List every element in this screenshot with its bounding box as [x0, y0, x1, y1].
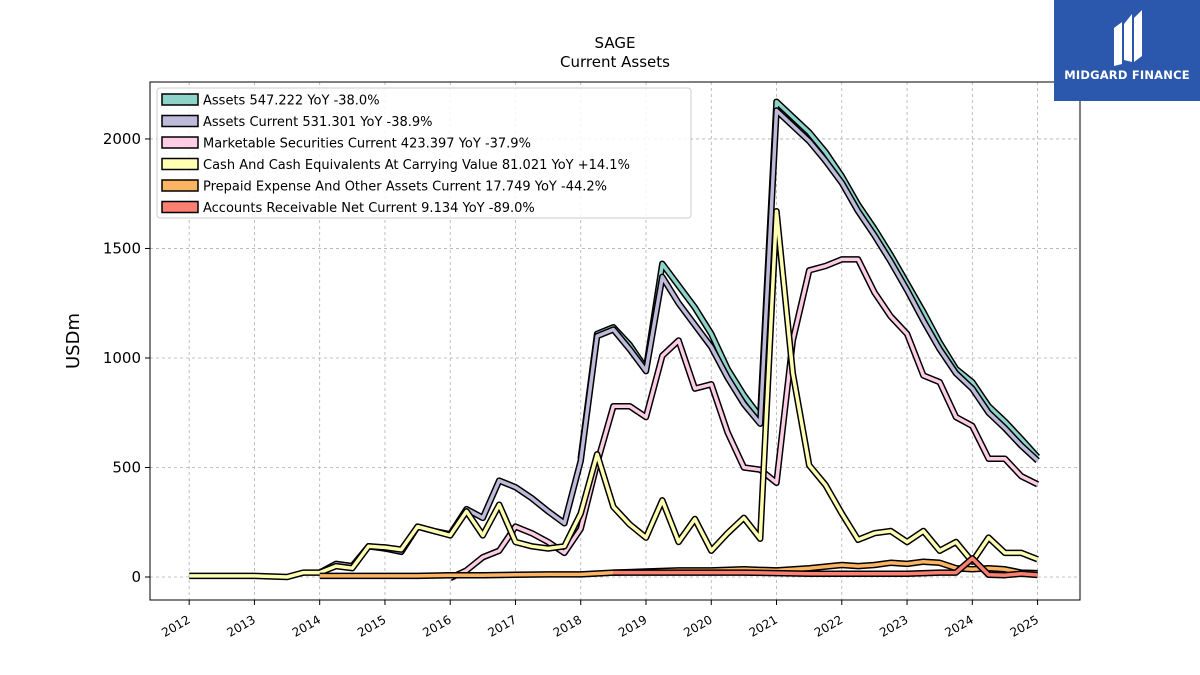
series-outline-2 [448, 256, 1040, 582]
legend-box [156, 87, 692, 219]
x-tick-label: 2024 [942, 612, 975, 639]
x-tick-label: 2012 [159, 612, 192, 639]
legend-swatch-2 [161, 136, 199, 149]
x-tick-label: 2015 [355, 612, 388, 639]
legend-swatch-4 [161, 179, 199, 192]
series-layer [189, 98, 1041, 582]
midgard-logo-icon [1114, 10, 1142, 66]
brand-name: MIDGARD FINANCE [1064, 68, 1190, 82]
legend-swatch-1 [161, 114, 199, 128]
y-tick-label: 500 [112, 458, 141, 476]
y-tick-label: 1500 [103, 239, 141, 257]
legend-label-5: Accounts Receivable Net Current 9.134 Yo… [203, 201, 535, 216]
x-axis: 2012 2013 2014 2015 2016 2017 2018 2019 2020 2021… [159, 600, 1041, 640]
series-line-3 [189, 209, 1039, 579]
y-tick-label: 1000 [103, 349, 141, 367]
x-tick-label: 2025 [1008, 612, 1041, 639]
x-tick-label: 2019 [616, 612, 649, 639]
x-tick-label: 2014 [290, 612, 323, 639]
brand-logo: MIDGARD FINANCE [1054, 0, 1200, 101]
x-tick-label: 2021 [747, 612, 780, 639]
legend-label-2: Marketable Securities Current 423.397 Yo… [203, 137, 531, 152]
x-tick-label: 2018 [551, 612, 584, 639]
series-line-2 [449, 257, 1039, 580]
legend-swatch-0 [161, 93, 199, 106]
y-axis: 0 500 1000 1500 2000 [103, 130, 150, 586]
series-5 [613, 555, 1038, 579]
legend-label-3: Cash And Cash Equivalents At Carrying Va… [203, 158, 630, 173]
series-line-5 [613, 556, 1038, 577]
y-tick-label: 2000 [103, 130, 141, 148]
x-tick-label: 2020 [681, 612, 714, 639]
series-2 [448, 256, 1040, 582]
x-tick-label: 2017 [486, 612, 519, 639]
x-tick-label: 2016 [420, 612, 453, 639]
series-outline-3 [189, 207, 1039, 581]
chart-subtitle: Current Assets [560, 53, 670, 71]
plot-frame [149, 81, 1081, 601]
x-tick-label: 2022 [812, 612, 845, 639]
y-tick-label: 0 [131, 568, 141, 586]
y-axis-label: USDm [63, 313, 84, 369]
legend-swatch-3 [161, 157, 199, 171]
x-tick-label: 2013 [224, 612, 257, 639]
chart-title: SAGE [595, 34, 636, 52]
series-3 [189, 207, 1039, 581]
legend: Assets 547.222 YoY -38.0% Assets Current … [156, 87, 692, 219]
legend-label-1: Assets Current 531.301 YoY -38.9% [203, 115, 433, 130]
legend-label-0: Assets 547.222 YoY -38.0% [203, 94, 380, 109]
x-tick-label: 2023 [877, 612, 910, 639]
legend-label-4: Prepaid Expense And Other Assets Current… [203, 180, 607, 195]
legend-swatch-5 [161, 200, 199, 214]
